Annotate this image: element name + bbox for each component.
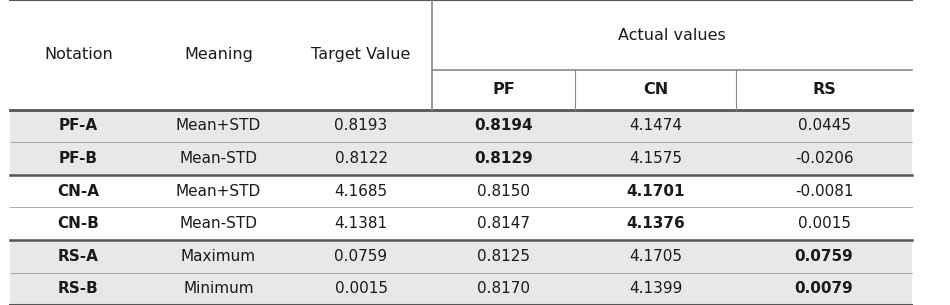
Bar [10,0,912,109]
Text: Mean-STD: Mean-STD [180,216,257,231]
Text: Actual values: Actual values [618,27,726,42]
Text: 4.1705: 4.1705 [629,249,682,264]
Bar [10,109,912,142]
Bar [10,175,912,207]
Text: Minimum: Minimum [183,281,254,296]
Text: 4.1376: 4.1376 [626,216,685,231]
Text: 0.0759: 0.0759 [334,249,388,264]
Text: CN-A: CN-A [57,184,100,199]
Text: Mean-STD: Mean-STD [180,151,257,166]
Text: 4.1381: 4.1381 [334,216,388,231]
Bar [10,207,912,240]
Text: CN-B: CN-B [57,216,100,231]
Text: Target Value: Target Value [312,47,410,62]
Text: 4.1575: 4.1575 [629,151,682,166]
Text: 0.8194: 0.8194 [474,118,533,133]
Text: 0.8129: 0.8129 [474,151,533,166]
Text: 0.0445: 0.0445 [798,118,850,133]
Text: PF-A: PF-A [59,118,98,133]
Text: CN: CN [643,82,668,97]
Text: RS-A: RS-A [58,249,99,264]
Text: Maximum: Maximum [180,249,256,264]
Text: 4.1685: 4.1685 [334,184,388,199]
Text: 0.8170: 0.8170 [477,281,530,296]
Text: RS: RS [812,82,836,97]
Text: 0.0759: 0.0759 [795,249,853,264]
Text: Notation: Notation [44,47,113,62]
Text: 0.8122: 0.8122 [334,151,388,166]
Text: 4.1701: 4.1701 [626,184,685,199]
Text: Meaning: Meaning [184,47,253,62]
Text: 0.8125: 0.8125 [477,249,530,264]
Text: Mean+STD: Mean+STD [176,184,261,199]
Text: 0.0015: 0.0015 [334,281,388,296]
Text: 4.1399: 4.1399 [629,281,682,296]
Text: -0.0206: -0.0206 [795,151,853,166]
Text: 0.8150: 0.8150 [477,184,530,199]
Bar [10,240,912,273]
Text: 0.0079: 0.0079 [795,281,853,296]
Text: 0.0015: 0.0015 [798,216,850,231]
Text: -0.0081: -0.0081 [795,184,853,199]
Text: 0.8193: 0.8193 [334,118,388,133]
Bar [10,273,912,305]
Text: PF-B: PF-B [59,151,98,166]
Text: 4.1474: 4.1474 [629,118,682,133]
Text: Mean+STD: Mean+STD [176,118,261,133]
Text: PF: PF [492,82,515,97]
Text: 0.8147: 0.8147 [477,216,530,231]
Bar [10,142,912,175]
Text: RS-B: RS-B [58,281,99,296]
